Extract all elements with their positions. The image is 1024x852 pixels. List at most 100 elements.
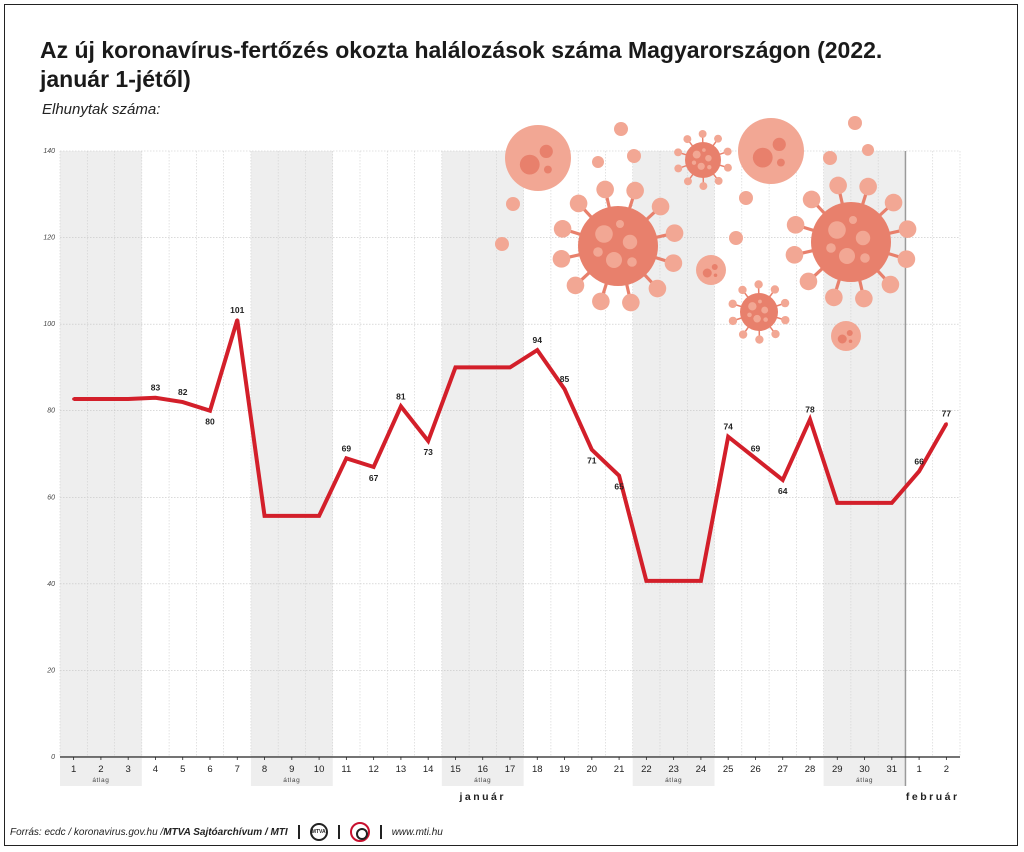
virus-spike-tip [785,246,804,264]
virus-spike-tip [728,299,737,309]
virus-spike-tip [699,182,708,191]
data-label: 74 [723,422,733,432]
data-point [181,400,185,404]
x-tick-label: 11 [341,764,351,775]
data-point [753,456,757,460]
website-link[interactable]: www.mti.hu [391,826,443,838]
cell-large [738,118,804,184]
virus-particle [729,231,743,245]
cell-spot [539,144,553,158]
x-tick-label: 15 [450,764,461,775]
data-label: 101 [230,305,244,315]
data-point [399,404,403,408]
cell-body [696,255,726,285]
data-label: 64 [778,486,788,496]
data-point [535,348,539,352]
data-point [944,422,948,426]
virus-spot [758,299,762,304]
virus-spike-tip [683,177,692,186]
cell-large [505,125,571,191]
data-point [453,365,457,369]
virus-spot [855,230,871,246]
cell-spot [848,339,853,344]
x-tick-label: 12 [368,764,379,775]
data-point [317,514,321,518]
cell-spot [776,158,785,167]
data-label: 85 [560,374,570,384]
virus-spike-tip [728,316,738,326]
virus-illustration [495,116,917,351]
virus-spike-tip [738,330,748,339]
virus-spot [849,216,857,224]
separator [297,825,300,839]
x-tick-label: 30 [859,764,870,775]
data-point [153,396,157,400]
virus-body [578,206,658,286]
virus-particle [495,237,509,251]
cell-small [696,255,726,285]
virus-particle [739,191,753,205]
data-point [672,579,676,583]
data-point [726,435,730,439]
chart-title: Az új koronavírus-fertőzés okozta halálo… [40,37,883,92]
virus-spot [697,162,705,170]
virus-spike-tip [674,164,683,173]
virus-small [728,280,790,344]
data-point [426,439,430,443]
virus-particle [823,151,837,165]
x-tick-label: 22 [641,764,652,775]
data-label: 66 [914,456,924,466]
data-label: 94 [533,335,543,345]
y-axis: 0 20 40 60 80 100 120 140 [43,148,55,761]
x-tick-label: 10 [314,764,325,775]
virus-spot [593,247,603,257]
virus-spike-tip [723,163,732,172]
data-point [699,579,703,583]
data-point [481,365,485,369]
x-tick-label: 2 [98,764,103,775]
x-tick-label: 21 [614,764,625,775]
data-point [617,474,621,478]
cell-spot [702,268,712,278]
x-tick-label: 26 [750,764,761,775]
x-tick-label: 13 [396,764,407,775]
mtva-logo: MTVA [309,823,328,841]
x-tick-label: 23 [668,764,679,775]
virus-spike-tip [825,288,843,307]
x-tick-label: 1 [916,764,921,775]
virus-spot [691,160,697,165]
average-band-axis [632,758,715,786]
separator [337,825,340,839]
average-label: átlag [856,777,873,784]
x-tick-label: 6 [207,764,212,775]
virus-spike-tip [770,285,780,294]
x-tick-label: 19 [559,764,570,775]
cell-body [505,125,571,191]
cell-spot [713,273,718,278]
x-tick-label: 18 [532,764,543,775]
x-tick-label: 17 [505,764,516,775]
virus-spot [627,257,637,267]
data-label: 78 [805,404,815,414]
y-tick-label: 20 [46,667,55,674]
virus-spot [606,252,622,268]
virus-spot [860,253,870,263]
virus-spike-tip [898,220,917,238]
data-point [126,397,130,401]
x-tick-label: 25 [723,764,734,775]
data-point [72,397,76,401]
virus-large [552,180,684,312]
x-tick-label: 7 [235,764,240,775]
virus-spike-tip [738,285,747,295]
x-tick-label: 16 [477,764,488,775]
y-tick-label: 0 [51,754,55,761]
month-label: február [906,791,960,803]
virus-spot [828,221,846,239]
data-point [99,397,103,401]
grid-lines [59,150,961,786]
data-label: 73 [423,447,433,457]
virus-spot [748,302,757,311]
average-band [441,151,524,757]
x-tick-label: 24 [696,764,707,775]
